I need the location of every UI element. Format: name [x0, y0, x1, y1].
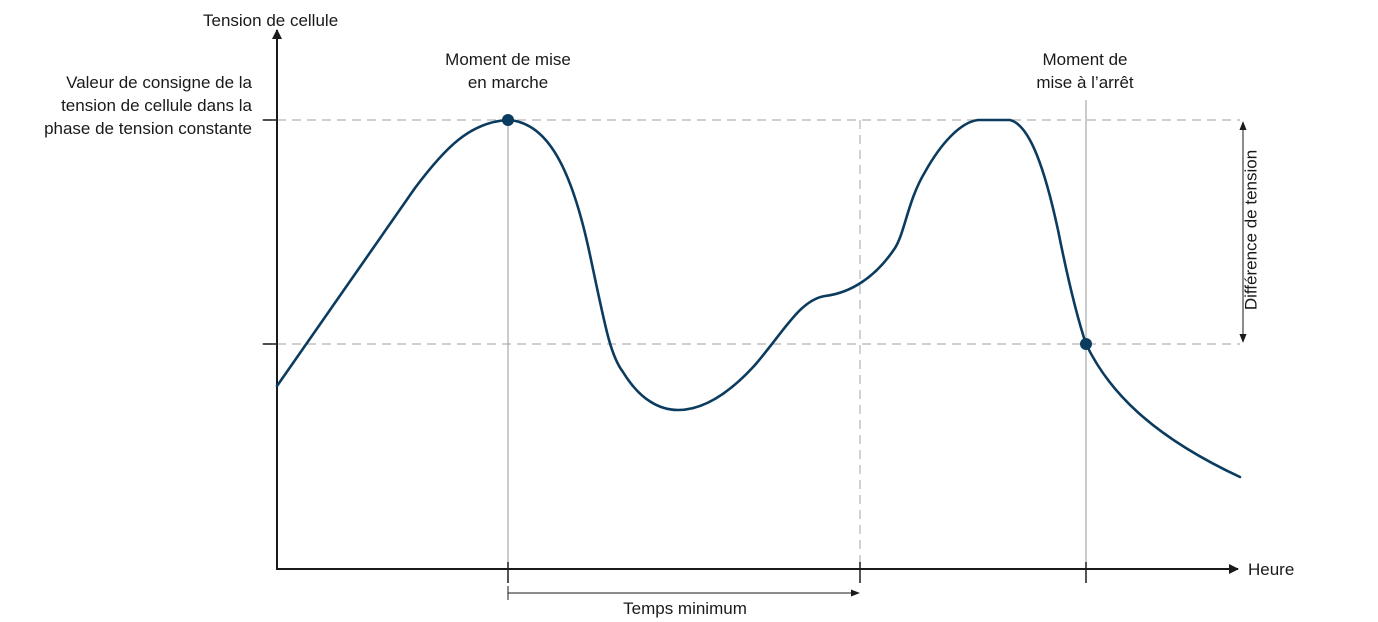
turn-on-label-line1: Moment de mise [445, 50, 571, 69]
voltage-diff-text: Différence de tension [1241, 149, 1261, 311]
turn-on-label: Moment de mise en marche [408, 48, 608, 94]
turn-on-point [502, 114, 514, 126]
turn-on-label-line2: en marche [467, 73, 549, 92]
turn-off-label: Moment de mise à l’arrêt [985, 48, 1185, 94]
turn-off-point [1080, 338, 1092, 350]
setpoint-label: Valeur de consigne de la tension de cell… [44, 73, 252, 138]
turn-off-label-line2: mise à l’arrêt [1036, 73, 1134, 92]
cell-voltage-curve [275, 118, 1242, 479]
min-time-label: Temps minimum [623, 599, 747, 618]
turn-off-label-line1: Moment de [1042, 50, 1128, 69]
x-axis-label: Heure [1248, 560, 1295, 579]
y-axis-label: Tension de cellule [203, 11, 339, 30]
